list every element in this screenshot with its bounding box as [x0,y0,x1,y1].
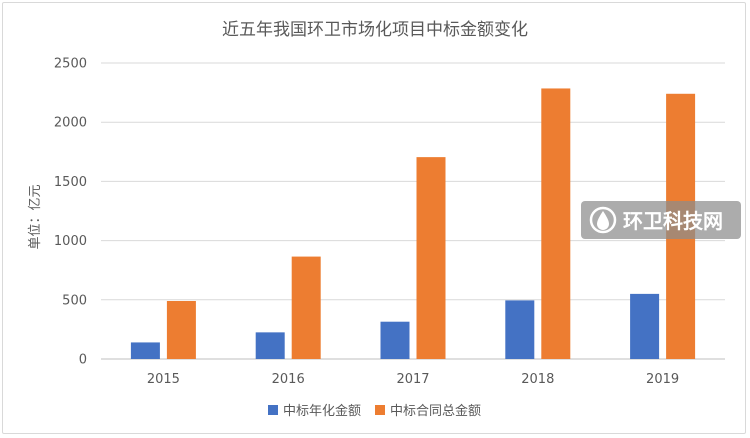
y-axis-label: 单位：亿元 [28,184,43,249]
y-tick-label: 0 [79,353,87,368]
bars [130,88,696,360]
chart-frame: 近五年我国环卫市场化项目中标金额变化 0 500 1000 1500 2000 2500 … [2,2,746,434]
legend-swatch [268,405,278,415]
watermark-background [581,201,741,239]
x-tick-label: 2016 [272,372,305,387]
bar-annualized-2019 [630,293,660,359]
x-tick-label: 2015 [147,372,180,387]
bar-contract-total-2015 [166,300,196,359]
watermark: 环卫科技网 [581,201,741,239]
x-tick-label: 2017 [396,372,429,387]
y-tick-label: 500 [62,293,87,308]
x-axis-ticks: 2015 2016 2017 2018 2019 [147,372,679,387]
bar-annualized-2016 [255,332,285,359]
chart-title: 近五年我国环卫市场化项目中标金额变化 [222,20,528,40]
legend-label: 中标合同总金额 [390,403,481,419]
y-axis-ticks: 0 500 1000 1500 2000 2500 [54,57,87,368]
gridlines [101,62,725,360]
bar-contract-total-2016 [291,256,321,359]
bar-contract-total-2018 [541,88,571,360]
x-tick-label: 2018 [521,372,554,387]
bar-annualized-2017 [380,321,410,359]
legend-label: 中标年化金额 [283,403,361,419]
y-tick-label: 1000 [54,234,87,249]
legend: 中标年化金额 中标合同总金额 [268,403,481,419]
x-tick-label: 2019 [646,372,679,387]
bar-annualized-2018 [505,300,535,359]
y-tick-label: 2500 [54,57,87,72]
bar-annualized-2015 [130,342,160,359]
water-drop-logo-icon [589,206,617,234]
watermark-text: 环卫科技网 [623,209,723,233]
y-tick-label: 2000 [54,116,87,131]
legend-swatch [375,405,385,415]
bar-chart: 近五年我国环卫市场化项目中标金额变化 05001000150020002500 … [28,20,741,419]
y-tick-label: 1500 [54,175,87,190]
bar-contract-total-2017 [416,157,446,359]
